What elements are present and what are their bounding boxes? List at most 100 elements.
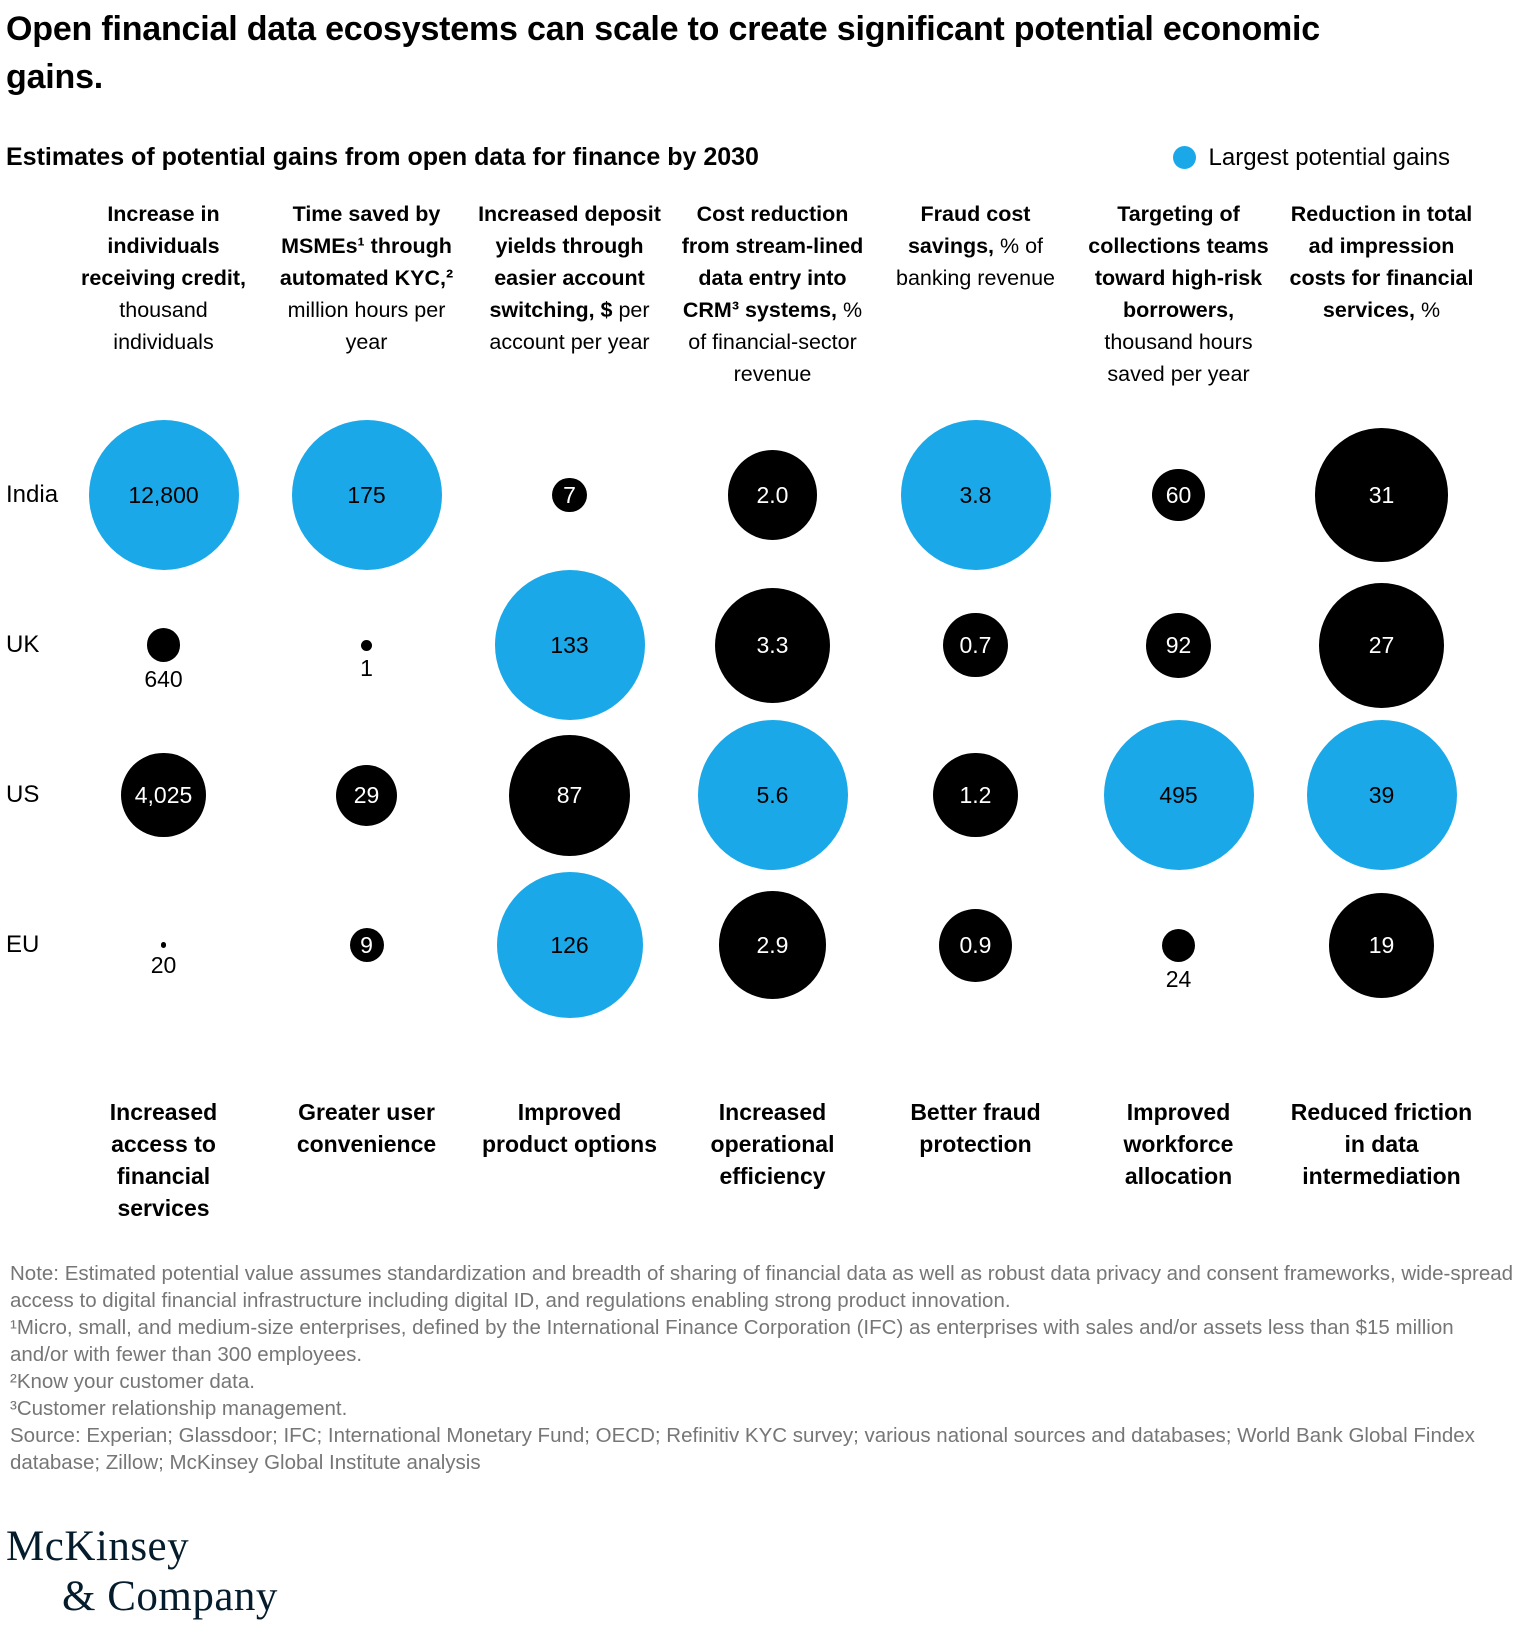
bubble-uk-c2 (360, 639, 373, 651)
bubble-india-c2: 175 (291, 420, 442, 571)
mckinsey-logo: McKinsey & Company (6, 1522, 1536, 1622)
bubble-india-c4: 2.0 (727, 450, 818, 540)
bubble-value: 495 (1159, 781, 1198, 808)
logo-line-2: & Company (62, 1573, 278, 1621)
cell-eu-c2: 9 (265, 870, 468, 1020)
row-label-us: US (6, 781, 40, 809)
bubble-grid: India 12,800 175 7 2.0 3.8 60 31 UK 640 1 133 3.3 0.7… (6, 420, 1536, 1020)
bubble-value: 126 (550, 931, 589, 958)
bubble-value: 39 (1368, 781, 1395, 808)
column-unit: % of banking revenue (896, 234, 1055, 291)
bubble-value: 12,800 (128, 481, 199, 508)
bubble-value: 5.6 (756, 781, 789, 808)
bubble-uk-c6: 92 (1146, 612, 1211, 678)
bubble-eu-c5: 0.9 (939, 908, 1012, 982)
benefit-labels: Increased access to financial services Gr… (6, 1096, 1536, 1224)
benefit-label-7: Reduced friction in data intermediation (1290, 1099, 1473, 1190)
legend-dot-icon (1172, 146, 1196, 170)
legend: Largest potential gains (1172, 143, 1451, 172)
column-metric: Reduction in total ad impression costs f… (1289, 202, 1474, 323)
bubble-uk-c3: 133 (494, 570, 645, 721)
column-header-2: Time saved by MSMEs¹ through automated K… (265, 198, 468, 358)
legend-label: Largest potential gains (1208, 143, 1451, 171)
column-header-7: Reduction in total ad impression costs f… (1280, 198, 1483, 326)
cell-us-c6: 495 (1077, 720, 1280, 871)
cell-us-c2: 29 (265, 720, 468, 870)
row-label-uk: UK (6, 631, 40, 659)
bubble-value: 87 (556, 781, 583, 808)
bubble-value: 31 (1368, 481, 1395, 508)
bubble-value: 60 (1165, 481, 1192, 508)
bubble-row-uk: UK 640 1 133 3.3 0.7 92 27 (6, 570, 1536, 721)
column-header-3: Increased deposit yields through easier … (468, 198, 671, 358)
cell-eu-c5: 0.9 (874, 870, 1077, 1020)
column-metric: Time saved by MSMEs¹ through automated K… (279, 202, 454, 291)
bubble-value: 27 (1368, 631, 1395, 658)
cell-india-c4: 2.0 (671, 420, 874, 570)
cell-uk-c7: 27 (1280, 570, 1483, 720)
page-title: Open financial data ecosystems can scale… (6, 10, 1321, 96)
subtitle-row: Estimates of potential gains from open d… (6, 143, 1536, 172)
bubble-value: 24 (1165, 965, 1192, 992)
bubble-eu-c4: 2.9 (718, 891, 827, 1000)
logo-line-1: McKinsey (6, 1523, 190, 1571)
column-metric: Fraud cost savings, (907, 202, 1031, 259)
bubble-value: 20 (150, 952, 177, 979)
bubble-eu-c1 (160, 942, 167, 949)
column-headers: Increase in individuals receiving credit… (6, 198, 1536, 390)
cell-us-c3: 87 (468, 720, 671, 870)
bubble-row-eu: EU 20 9 126 2.9 0.9 24 19 (6, 870, 1536, 1020)
column-header-4: Cost reduction from stream-lined data en… (671, 198, 874, 390)
cell-india-c7: 31 (1280, 420, 1483, 570)
benefit-label-4: Increased operational efficiency (710, 1099, 835, 1190)
bubble-value: 1.2 (959, 781, 992, 808)
chart-subtitle: Estimates of potential gains from open d… (6, 143, 759, 172)
bubble-eu-c2: 9 (349, 928, 384, 963)
bubble-value: 1 (360, 654, 373, 681)
footnote-3: ²Know your customer data. (10, 1370, 255, 1394)
cell-uk-c5: 0.7 (874, 570, 1077, 720)
cell-us-c5: 1.2 (874, 720, 1077, 870)
cell-india-c5: 3.8 (874, 420, 1077, 571)
cell-us-c7: 39 (1280, 720, 1483, 871)
bubble-india-c6: 60 (1152, 469, 1205, 522)
bubble-value: 19 (1368, 931, 1395, 958)
bubble-row-us: US 4,025 29 87 5.6 1.2 495 39 (6, 720, 1536, 871)
bubble-uk-c5: 0.7 (943, 612, 1008, 678)
bubble-value: 3.3 (756, 631, 789, 658)
bubble-value: 29 (353, 781, 380, 808)
footnote-2: ¹Micro, small, and medium-size enterpris… (10, 1316, 1454, 1367)
bubble-value: 2.0 (756, 481, 789, 508)
cell-india-c6: 60 (1077, 420, 1280, 570)
benefit-label-5: Better fraud protection (910, 1099, 1041, 1158)
benefit-label-2: Greater user convenience (296, 1099, 437, 1158)
benefit-label-3: Improved product options (481, 1099, 658, 1158)
bubble-india-c5: 3.8 (900, 420, 1051, 571)
column-header-1: Increase in individuals receiving credit… (62, 198, 265, 358)
footnote-5: Source: Experian; Glassdoor; IFC; Intern… (10, 1424, 1475, 1475)
bubble-us-c2: 29 (335, 764, 398, 826)
bubble-row-india: India 12,800 175 7 2.0 3.8 60 31 (6, 420, 1536, 571)
bubble-india-c1: 12,800 (88, 420, 239, 571)
column-unit: thousand individuals (113, 298, 214, 355)
cell-eu-c7: 19 (1280, 870, 1483, 1020)
bubble-uk-c4: 3.3 (714, 587, 831, 703)
bubble-value: 640 (144, 665, 183, 692)
cell-eu-c3: 126 (468, 870, 671, 1020)
footnotes: Note: Estimated potential value assumes … (6, 1260, 1530, 1476)
bubble-us-c6: 495 (1103, 720, 1254, 871)
cell-uk-c1: 640 (62, 570, 265, 720)
bubble-value: 0.9 (959, 931, 992, 958)
cell-india-c3: 7 (468, 420, 671, 570)
cell-india-c2: 175 (265, 420, 468, 571)
bubble-eu-c7: 19 (1329, 892, 1434, 998)
bubble-eu-c6 (1162, 928, 1195, 962)
footnote-4: ³Customer relationship management. (10, 1397, 348, 1421)
column-metric: Cost reduction from stream-lined data en… (681, 202, 864, 323)
benefit-label-6: Improved workforce allocation (1123, 1099, 1234, 1190)
cell-eu-c1: 20 (62, 870, 265, 1020)
bubble-value: 0.7 (959, 631, 992, 658)
cell-uk-c4: 3.3 (671, 570, 874, 720)
cell-india-c1: 12,800 (62, 420, 265, 571)
bubble-uk-c1 (146, 628, 181, 662)
